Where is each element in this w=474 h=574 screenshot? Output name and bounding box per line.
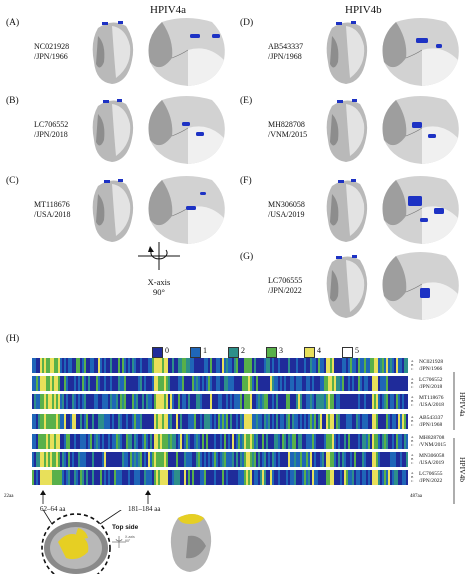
legend-swatch xyxy=(304,347,315,358)
panel-letter: (A) xyxy=(6,18,20,28)
panel-letter: (E) xyxy=(240,96,253,106)
legend-label: 1 xyxy=(203,346,207,355)
heatmap-row-label: MH828708/VNM/2015 xyxy=(419,435,446,448)
top-view-structure xyxy=(148,18,225,86)
top-view-structure xyxy=(382,96,459,164)
range-end-label: 487aa xyxy=(410,494,422,499)
panel-letter: (F) xyxy=(240,176,252,186)
legend-label: 2 xyxy=(241,346,245,355)
side-view-structure xyxy=(326,21,368,85)
marker-62-label: 62–64 aa xyxy=(40,505,66,513)
panel-strain-label: LC706552/JPN/2018 xyxy=(34,120,69,139)
legend-swatch xyxy=(228,347,239,358)
heatmap-strip xyxy=(32,414,408,429)
panel-letter: (D) xyxy=(240,18,254,28)
panel-strain-label: NC021928/JPN/1966 xyxy=(34,42,70,61)
side-view-structure xyxy=(92,179,134,242)
legend-swatch xyxy=(190,347,201,358)
group-brackets xyxy=(453,372,455,504)
top-view-structure xyxy=(382,252,459,320)
legend-label: 5 xyxy=(355,346,359,355)
side-view-structure xyxy=(92,99,134,162)
heatmap-row-label: MT118676/USA/2018 xyxy=(419,395,445,408)
panel-strain-label: AB543337/JPN/1968 xyxy=(268,42,304,61)
title-hpiv4a: HPIV4a xyxy=(150,4,187,16)
side-view-structure xyxy=(92,21,134,85)
range-start-label: 22aa xyxy=(4,494,14,499)
rotate-arrow-icon xyxy=(138,242,180,270)
heatmap-row-label: AB543337/JPN/1968 xyxy=(419,415,444,428)
heatmap-row-label: NC021928/JPN/1966 xyxy=(419,359,444,372)
panel-strain-label: LC706555/JPN/2022 xyxy=(268,276,303,295)
marker-181-label: 181–184 aa xyxy=(128,505,161,513)
panel-strain-label: MT118676/USA/2018 xyxy=(34,200,71,219)
legend-label: 0 xyxy=(165,346,169,355)
marker-181-arrow-icon xyxy=(145,490,151,504)
side-view-structure xyxy=(326,179,368,242)
legend-swatch xyxy=(342,347,353,358)
panel-strain-label: MN306058/USA/2019 xyxy=(268,200,305,219)
top-view-structure xyxy=(41,513,111,574)
mini-axis-label: X-axis 90° xyxy=(125,535,135,543)
mini-rotate-arrow-icon xyxy=(112,536,126,548)
legend-swatch xyxy=(152,347,163,358)
bottom-structure-views xyxy=(41,510,212,574)
top-view-structure xyxy=(382,176,459,244)
panel-letter: (B) xyxy=(6,96,19,106)
heatmap-strip xyxy=(32,470,408,485)
side-view-structure xyxy=(326,255,368,318)
rotation-axis-label: X-axis xyxy=(147,277,171,287)
top-side-label: Top side xyxy=(112,524,139,531)
top-view-structure xyxy=(148,96,225,164)
rotation-indicator: X-axis 90° xyxy=(136,240,182,310)
heatmap-strip xyxy=(32,434,408,449)
legend-swatch xyxy=(266,347,277,358)
side-view-structure xyxy=(170,514,212,572)
panel-h-label: (H) xyxy=(6,334,20,344)
panel-strain-label: MH828708/VNM/2015 xyxy=(268,120,308,139)
panel-letter: (C) xyxy=(6,176,19,186)
panel-letter: (G) xyxy=(240,252,254,262)
group-label-hpiv4b: HPIV4b xyxy=(458,457,467,483)
heatmap-strip xyxy=(32,358,408,373)
heatmap-strip xyxy=(32,376,408,391)
heatmap-row-label: LC706555/JPN/2022 xyxy=(419,471,443,484)
top-view-structure xyxy=(382,18,459,86)
heatmap-strip xyxy=(32,452,408,467)
legend-label: 4 xyxy=(317,346,321,355)
title-hpiv4b: HPIV4b xyxy=(345,4,382,16)
side-view-structure xyxy=(326,99,368,162)
heatmap-row-label: MN306058/USA/2019 xyxy=(419,453,445,466)
rotation-angle-label: 90° xyxy=(153,287,165,297)
heatmap-strip xyxy=(32,394,408,409)
heatmap-row-label: LC706552/JPN/2018 xyxy=(419,377,443,390)
legend-label: 3 xyxy=(279,346,283,355)
marker-62-arrow-icon xyxy=(40,490,46,504)
top-view-structure xyxy=(148,176,225,244)
group-label-hpiv4a: HPIV4a xyxy=(458,391,467,417)
